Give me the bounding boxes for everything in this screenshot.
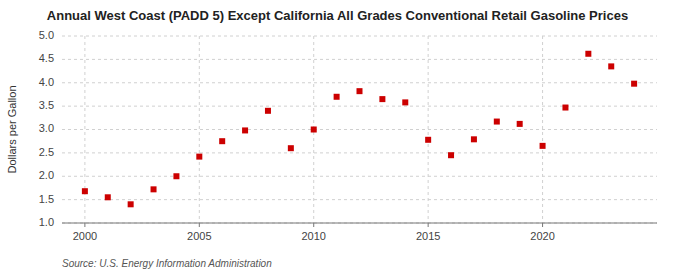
point bbox=[425, 137, 431, 143]
point bbox=[173, 173, 179, 179]
x-tick-mark bbox=[84, 223, 85, 227]
point bbox=[196, 154, 202, 160]
x-tick-mark bbox=[199, 223, 200, 227]
point bbox=[631, 81, 637, 87]
page: {"chart_data": {"type": "scatter", "titl… bbox=[0, 0, 675, 275]
y-grid-line bbox=[62, 223, 657, 224]
y-tick-label: 1.0 bbox=[39, 216, 54, 228]
point bbox=[471, 136, 477, 142]
point bbox=[82, 188, 88, 194]
point bbox=[242, 127, 248, 133]
chart-svg: 1.0 1.5 2.0 2.5 3.0 3.5 4.0 4.5 5.0 2000 2005 2010 2… bbox=[0, 0, 675, 275]
point bbox=[608, 63, 614, 69]
point bbox=[448, 152, 454, 158]
y-tick-label: 2.0 bbox=[39, 169, 54, 181]
point bbox=[540, 143, 546, 149]
x-tick-mark bbox=[428, 223, 429, 227]
point bbox=[151, 186, 157, 192]
y-grid-line bbox=[62, 36, 657, 37]
x-tick-label: 2005 bbox=[187, 230, 211, 242]
point bbox=[379, 96, 385, 102]
point bbox=[265, 108, 271, 114]
point bbox=[311, 127, 317, 133]
x-axis-line bbox=[62, 223, 657, 224]
y-grid-line bbox=[62, 152, 657, 153]
y-grid-line bbox=[62, 82, 657, 83]
y-tick-label: 4.5 bbox=[39, 52, 54, 64]
y-grid-line bbox=[62, 199, 657, 200]
point bbox=[219, 138, 225, 144]
points bbox=[82, 51, 637, 208]
x-tick-mark bbox=[313, 223, 314, 227]
x-tick-label: 2000 bbox=[73, 230, 97, 242]
y-tick-label: 3.5 bbox=[39, 99, 54, 111]
x-tick-label: 2020 bbox=[530, 230, 554, 242]
x-tick-mark bbox=[542, 223, 543, 227]
x-grid-line bbox=[199, 36, 200, 223]
x-grid-line bbox=[542, 36, 543, 223]
source-note: Source: U.S. Energy Information Administ… bbox=[62, 258, 272, 269]
y-grid-line bbox=[62, 129, 657, 130]
y-tick-label: 1.5 bbox=[39, 193, 54, 205]
point bbox=[494, 119, 500, 125]
x-tick-label: 2010 bbox=[301, 230, 325, 242]
y-tick-label: 4.0 bbox=[39, 76, 54, 88]
grid bbox=[62, 36, 657, 223]
y-grid-line bbox=[62, 176, 657, 177]
y-axis-label: Dollars per Gallon bbox=[6, 85, 18, 173]
point bbox=[585, 51, 591, 57]
x-grid-line bbox=[84, 36, 85, 223]
point bbox=[357, 88, 363, 94]
point bbox=[402, 99, 408, 105]
chart-container: 1.0 1.5 2.0 2.5 3.0 3.5 4.0 4.5 5.0 2000 2005 2010 2… bbox=[0, 0, 675, 275]
point bbox=[562, 105, 568, 111]
x-grid-line bbox=[428, 36, 429, 223]
y-grid-line bbox=[62, 59, 657, 60]
y-tick-label: 2.5 bbox=[39, 146, 54, 158]
x-tick-label: 2015 bbox=[416, 230, 440, 242]
point bbox=[334, 94, 340, 100]
point bbox=[288, 145, 294, 151]
point bbox=[517, 121, 523, 127]
y-tick-label: 3.0 bbox=[39, 122, 54, 134]
point bbox=[128, 201, 134, 207]
axes: 1.0 1.5 2.0 2.5 3.0 3.5 4.0 4.5 5.0 2000 2005 2010 2… bbox=[39, 29, 657, 242]
y-tick-label: 5.0 bbox=[39, 29, 54, 41]
title: Annual West Coast (PADD 5) Except Califo… bbox=[47, 8, 628, 23]
point bbox=[105, 194, 111, 200]
